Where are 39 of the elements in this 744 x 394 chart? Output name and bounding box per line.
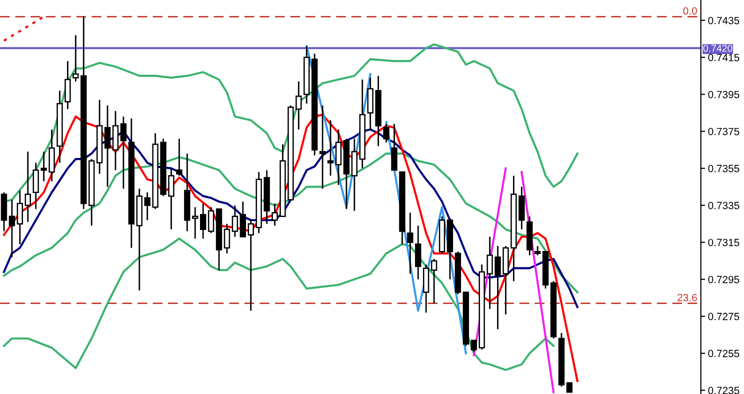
candlestick bbox=[327, 120, 334, 176]
y-tick-label: 0.7275 bbox=[708, 312, 740, 320]
y-tick-label: 0.7335 bbox=[708, 202, 740, 210]
y-tick-label: 0.7355 bbox=[708, 164, 740, 172]
y-tick-label: 0.7255 bbox=[708, 350, 740, 358]
line-series bbox=[2, 238, 555, 371]
candlestick bbox=[430, 258, 438, 304]
y-tick-label: 0.7395 bbox=[708, 90, 740, 98]
y-tick-label: 0.7235 bbox=[708, 386, 740, 394]
candlestick bbox=[208, 206, 214, 234]
annotation: 0.0 bbox=[683, 7, 697, 15]
candlestick bbox=[319, 104, 326, 190]
ref-line-label: 0.7420 bbox=[703, 44, 732, 52]
annotation: 23.6 bbox=[678, 294, 697, 302]
candlestick bbox=[200, 202, 206, 240]
candlestick bbox=[24, 150, 31, 223]
candlestick bbox=[391, 123, 398, 171]
candlestick bbox=[534, 245, 541, 256]
y-tick-label: 0.7315 bbox=[708, 238, 740, 246]
y-tick-label: 0.7295 bbox=[708, 276, 740, 284]
line-series bbox=[2, 152, 578, 294]
candlestick bbox=[176, 138, 182, 176]
candlestick bbox=[16, 190, 24, 245]
line-series bbox=[2, 114, 578, 382]
candlestick bbox=[383, 123, 390, 144]
candlestick bbox=[240, 200, 246, 238]
candlestick bbox=[224, 223, 230, 254]
candlestick bbox=[232, 204, 238, 238]
y-tick-label: 0.7435 bbox=[708, 16, 740, 24]
candlestick bbox=[335, 128, 342, 186]
candlestick bbox=[415, 224, 422, 280]
candlestick bbox=[407, 212, 414, 274]
candlestick bbox=[64, 60, 71, 110]
candlestick bbox=[120, 116, 127, 190]
y-tick-label: 0.7415 bbox=[708, 54, 740, 62]
candlestick bbox=[8, 199, 16, 258]
y-tick-label: 0.7375 bbox=[708, 128, 740, 136]
candlestick bbox=[104, 104, 111, 188]
candlestick bbox=[566, 382, 573, 393]
